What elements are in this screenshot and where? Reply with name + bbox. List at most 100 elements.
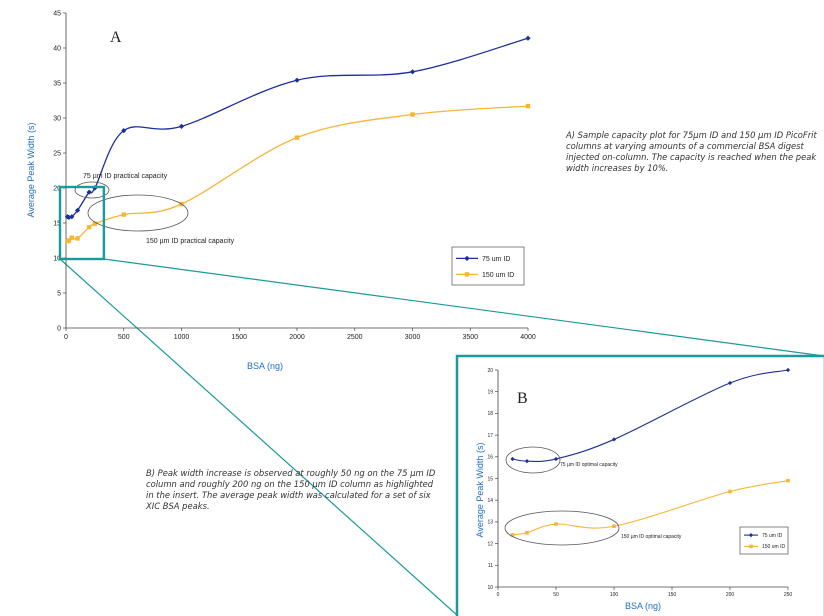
caption-b: B) Peak width increase is observed at ro… xyxy=(146,468,436,511)
chart-b-panel-label: B xyxy=(517,390,528,407)
y-tick-label: 25 xyxy=(53,150,61,157)
chart-b-frame xyxy=(455,354,824,616)
data-point-75um xyxy=(553,456,559,462)
y-tick-label: 18 xyxy=(487,411,493,417)
data-point-75um xyxy=(121,128,127,134)
chart-b-series xyxy=(510,367,791,537)
data-point-75um xyxy=(86,189,92,195)
y-tick-label: 40 xyxy=(53,45,61,52)
data-point-150um xyxy=(69,235,74,240)
legend-label: 75 um ID xyxy=(482,256,510,263)
y-tick-label: 17 xyxy=(487,433,493,439)
y-tick-label: 16 xyxy=(487,455,493,461)
legend-label: 75 um ID xyxy=(762,533,783,539)
y-tick-label: 35 xyxy=(53,80,61,87)
capacity-ellipse xyxy=(504,510,620,546)
capacity-annotation: 75 µm ID optimal capacity xyxy=(560,462,618,468)
data-point-150um xyxy=(66,238,72,243)
data-point-150um xyxy=(121,212,126,217)
x-tick-label: 100 xyxy=(610,592,619,598)
legend-swatch-marker xyxy=(748,533,754,538)
chart-b-inset: 10 11 12 13 14 15 16 17 18 19 20 0 50 100 150 200 250 7… xyxy=(455,354,824,616)
data-point-75um xyxy=(524,459,530,464)
legend-label: 150 um ID xyxy=(762,544,785,550)
x-tick-label: 2500 xyxy=(347,334,363,341)
chart-b-annotations: 75 µm ID optimal capacity 150 µm ID optim… xyxy=(504,446,682,546)
y-tick-label: 15 xyxy=(487,476,493,482)
data-point-75um xyxy=(510,456,515,462)
x-tick-label: 500 xyxy=(118,334,130,341)
legend-swatch-marker xyxy=(464,255,470,261)
chart-a-y-axis-label: Average Peak Width (s) xyxy=(26,123,36,218)
x-tick-label: 1500 xyxy=(231,334,247,341)
data-point-75um xyxy=(74,207,81,213)
chart-a-series xyxy=(64,35,531,244)
chart-a-x-axis-label: BSA (ng) xyxy=(247,361,283,371)
y-tick-label: 10 xyxy=(53,255,61,262)
data-point-75um xyxy=(785,367,791,373)
y-tick-label: 14 xyxy=(487,498,493,504)
zoom-connector-line xyxy=(103,258,824,357)
x-tick-label: 0 xyxy=(497,592,500,598)
legend-box xyxy=(739,526,789,555)
capacity-ellipse xyxy=(74,181,110,199)
y-tick-label: 15 xyxy=(53,220,61,227)
y-tick-label: 19 xyxy=(487,389,493,395)
x-tick-label: 3500 xyxy=(462,334,478,341)
y-tick-label: 20 xyxy=(53,185,61,192)
data-point-75um xyxy=(409,69,416,75)
data-point-150um xyxy=(554,522,558,526)
x-tick-label: 3000 xyxy=(405,334,421,341)
capacity-annotation: 150 µm ID practical capacity xyxy=(146,238,235,245)
y-tick-label: 11 xyxy=(488,563,493,569)
data-point-150um xyxy=(86,224,92,230)
y-tick-label: 12 xyxy=(487,541,493,547)
chart-b-legend: 75 um ID 150 um ID xyxy=(739,526,789,555)
legend-label: 150 um ID xyxy=(482,272,514,279)
x-tick-label: 2000 xyxy=(289,334,305,341)
data-point-150um xyxy=(92,221,98,226)
data-point-150um xyxy=(525,530,529,535)
series-line-75um xyxy=(67,37,529,219)
x-tick-label: 0 xyxy=(64,334,68,341)
y-tick-label: 13 xyxy=(487,520,493,526)
x-tick-label: 150 xyxy=(668,592,677,598)
chart-a-x-ticks: 0 500 1000 1500 2000 2500 3000 3500 4000 xyxy=(64,328,536,341)
chart-a: 0 5 10 15 20 25 30 35 40 45 0 500 1000 1500 2000 2500 3… xyxy=(26,10,536,371)
x-tick-label: 50 xyxy=(553,592,559,598)
capacity-ellipse xyxy=(87,194,189,232)
chart-a-panel-label: A xyxy=(110,29,122,46)
y-tick-label: 0 xyxy=(57,325,61,332)
y-tick-label: 30 xyxy=(53,115,61,122)
data-point-150um xyxy=(728,489,732,494)
chart-a-legend: 75 um ID 150 um ID xyxy=(451,246,525,286)
y-tick-label: 20 xyxy=(487,368,493,374)
x-tick-label: 250 xyxy=(784,592,793,598)
data-point-75um xyxy=(294,77,300,83)
capacity-annotation: 75 µm ID practical capacity xyxy=(83,173,168,180)
data-point-150um xyxy=(612,524,616,529)
x-tick-label: 1000 xyxy=(174,334,190,341)
y-tick-label: 10 xyxy=(487,585,493,591)
data-point-75um xyxy=(69,214,75,220)
capacity-ellipse xyxy=(505,446,561,474)
chart-b-x-ticks: 0 50 100 150 200 250 xyxy=(497,587,793,598)
chart-a-y-ticks: 0 5 10 15 20 25 30 35 40 45 xyxy=(53,10,66,332)
data-point-150um xyxy=(294,135,300,140)
data-point-150um xyxy=(410,112,415,117)
legend-swatch-marker xyxy=(464,272,470,277)
legend-swatch-marker xyxy=(749,544,753,549)
chart-b-x-axis-label: BSA (ng) xyxy=(625,601,661,611)
y-tick-label: 45 xyxy=(53,10,61,17)
legend-box xyxy=(451,246,525,286)
data-point-75um xyxy=(525,35,531,41)
x-tick-label: 4000 xyxy=(520,334,536,341)
zoom-highlight-box xyxy=(58,185,106,261)
chart-b-y-ticks: 10 11 12 13 14 15 16 17 18 19 20 xyxy=(487,368,498,591)
data-point-150um xyxy=(510,533,515,537)
zoom-connector-line xyxy=(59,258,459,616)
zoom-connectors xyxy=(59,258,824,616)
chart-a-annotations: 75 µm ID practical capacity 150 µm ID pra… xyxy=(74,173,235,245)
data-point-75um xyxy=(611,437,617,442)
